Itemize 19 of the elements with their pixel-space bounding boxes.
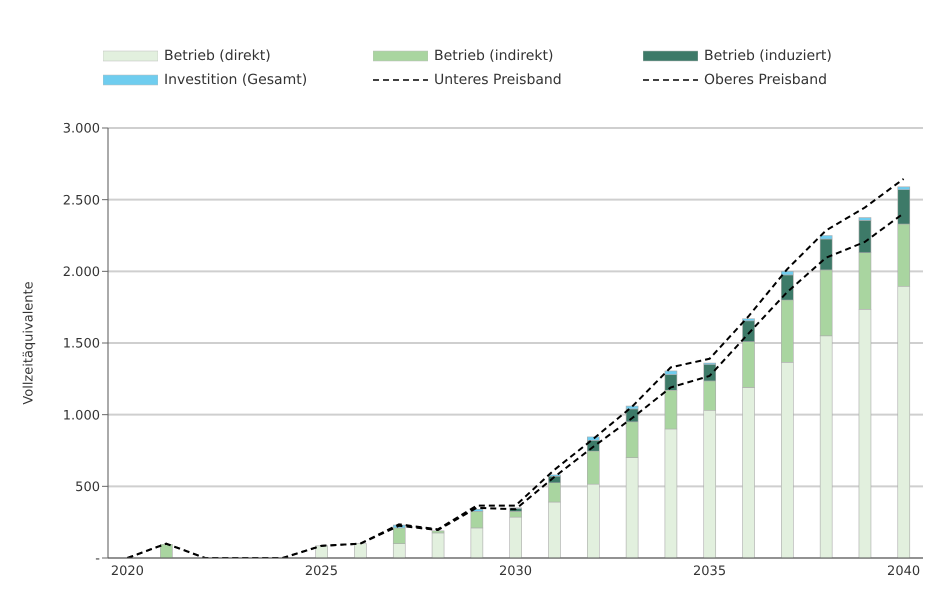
legend-label: Oberes Preisband — [704, 72, 827, 88]
legend-label: Betrieb (direkt) — [164, 48, 271, 64]
y-tick-label: 3.000 — [62, 122, 100, 137]
legend-label: Betrieb (induziert) — [704, 48, 832, 64]
legend-label: Investition (Gesamt) — [164, 72, 308, 88]
x-tick-label: 2030 — [498, 564, 532, 580]
y-tick-label: 1.000 — [62, 408, 100, 424]
x-tick-label: 2040 — [887, 564, 920, 580]
legend-label: Unteres Preisband — [434, 72, 562, 88]
y-tick-label: 2.500 — [62, 193, 100, 208]
y-tick-label: - — [95, 552, 100, 567]
y-tick-label: 2.000 — [62, 264, 100, 280]
x-tick-label: 2020 — [110, 564, 144, 580]
legend-label: Betrieb (indirekt) — [434, 48, 554, 64]
y-tick-label: 500 — [75, 480, 100, 495]
y-axis-title: Vollzeitäquivalente — [22, 281, 37, 405]
x-tick-label: 2035 — [693, 564, 726, 580]
y-tick-label: 1.500 — [62, 336, 100, 352]
x-tick-label: 2025 — [304, 564, 338, 580]
